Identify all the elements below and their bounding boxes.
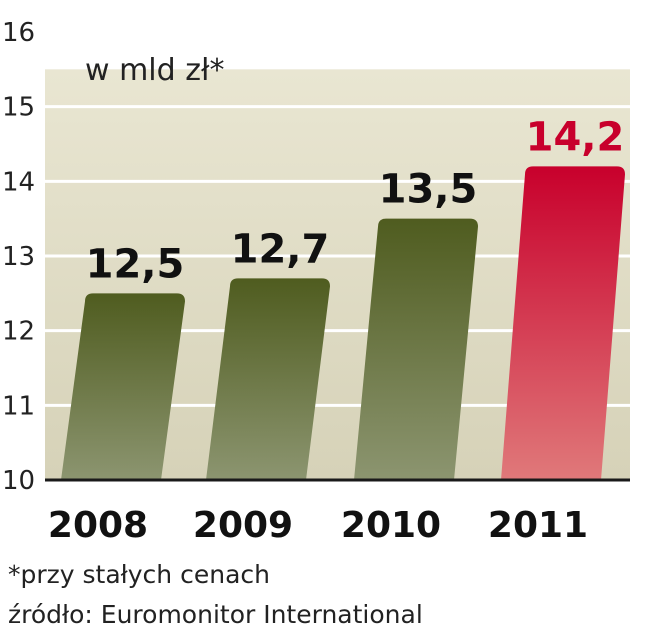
value-label-2009: 12,7 xyxy=(231,226,330,272)
y-tick-label: 14 xyxy=(2,167,35,197)
category-label-2009: 2009 xyxy=(193,505,293,546)
y-tick-label: 13 xyxy=(2,242,35,272)
category-labels: 2008 2009 2010 2011 xyxy=(48,505,588,546)
bars xyxy=(61,166,625,480)
value-label-2011: 14,2 xyxy=(526,114,625,160)
bar-2011 xyxy=(501,166,625,480)
category-label-2010: 2010 xyxy=(341,505,441,546)
y-tick-label: 10 xyxy=(2,466,35,496)
bar-2008 xyxy=(61,293,185,480)
value-label-2010: 13,5 xyxy=(379,167,478,213)
category-label-2008: 2008 xyxy=(48,505,148,546)
bar-2010 xyxy=(354,218,478,480)
y-tick-label: 16 xyxy=(2,18,35,48)
value-label-2008: 12,5 xyxy=(86,241,185,287)
bar-2009 xyxy=(206,278,330,480)
footnote: *przy stałych cenach xyxy=(8,560,270,589)
y-tick-label: 12 xyxy=(2,317,35,347)
category-label-2011: 2011 xyxy=(488,505,588,546)
y-tick-label: 15 xyxy=(2,93,35,123)
y-tick-labels: 10 11 12 13 14 15 16 xyxy=(2,18,35,496)
y-tick-label: 11 xyxy=(2,391,35,421)
source-note: źródło: Euromonitor International xyxy=(8,600,423,629)
bar-chart: 10 11 12 13 14 15 16 w mld zł* 12,5 12,7 13,5 14,… xyxy=(2,18,630,546)
unit-label: w mld zł* xyxy=(85,53,224,88)
value-labels: 12,5 12,7 13,5 14,2 xyxy=(86,114,625,287)
